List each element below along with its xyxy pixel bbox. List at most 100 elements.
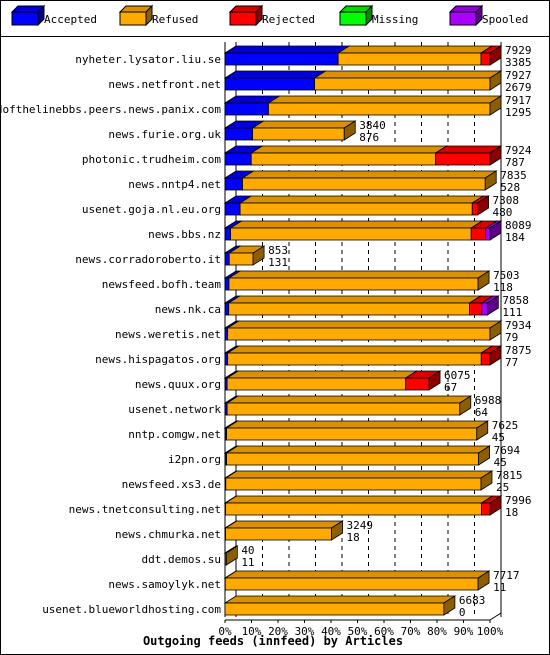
bar-side-rejected — [489, 345, 502, 366]
accepted-label: 79 — [505, 331, 518, 344]
bar-segment-refused — [224, 602, 445, 616]
bar-top-refused — [223, 595, 457, 604]
accepted-label: 18 — [347, 531, 360, 544]
bar-segment-refused — [242, 177, 486, 191]
bar-side-refused — [480, 470, 493, 491]
category-label: news.netfront.net — [108, 78, 221, 91]
legend-swatch-side-missing — [365, 4, 373, 27]
accepted-label: 25 — [496, 481, 509, 494]
bar-segment-accepted — [224, 227, 231, 241]
bar-segment-refused — [314, 77, 491, 91]
accepted-label: 528 — [500, 181, 520, 194]
bar-segment-refused — [227, 352, 482, 366]
category-label: endofthelinebbs.peers.news.panix.com — [0, 103, 221, 116]
x-tick-label: 30% — [295, 625, 315, 638]
bar-top-refused — [229, 220, 484, 229]
bar-top-refused — [225, 445, 491, 454]
bar-segment-refused — [225, 502, 482, 516]
total-label: 7929 — [505, 44, 532, 57]
bar-side-rejected — [477, 195, 489, 216]
x-tick-label: 70% — [401, 625, 421, 638]
x-tick-label: 60% — [374, 625, 394, 638]
category-label: news.weretis.net — [115, 328, 221, 341]
accepted-label: 184 — [505, 231, 525, 244]
bar-segment-refused — [224, 577, 479, 591]
accepted-label: 876 — [359, 131, 379, 144]
bar-side-refused — [484, 170, 497, 191]
bar-top-refused — [227, 270, 491, 279]
accepted-label: 111 — [502, 306, 522, 319]
category-label: news.samoylyk.net — [108, 578, 221, 591]
accepted-label: 787 — [505, 156, 525, 169]
legend-label-rejected: Rejected — [262, 13, 315, 26]
bar-top-refused — [223, 570, 491, 579]
total-label: 7308 — [493, 194, 520, 207]
category-label: news.corradoroberto.it — [75, 253, 221, 266]
total-label: 7924 — [505, 144, 532, 157]
bar-top-refused — [226, 345, 494, 354]
category-label: ddt.demos.su — [142, 553, 221, 566]
total-label: 7934 — [505, 319, 532, 332]
bar-side-refused — [478, 445, 491, 466]
total-label: 853 — [268, 244, 288, 257]
bar-side-refused — [476, 420, 489, 441]
bar-side-refused — [331, 520, 343, 541]
total-label: 6075 — [444, 369, 471, 382]
accepted-label: 2679 — [505, 81, 532, 94]
category-label: nyheter.lysator.liu.se — [75, 53, 221, 66]
bar-side-spooled — [486, 295, 499, 316]
bar-segment-accepted — [224, 127, 253, 141]
bar-side-refused — [477, 270, 490, 291]
accepted-label: 11 — [493, 581, 506, 594]
bar-segment-accepted — [224, 177, 243, 191]
legend-swatch-side-rejected — [255, 4, 263, 27]
legend: Accepted Refused Rejected Missing Spooled — [10, 4, 528, 27]
bar-top-refused — [225, 420, 490, 429]
bar-side-refused — [252, 245, 265, 266]
accepted-label: 131 — [268, 256, 288, 269]
bar-top-refused — [251, 120, 357, 129]
bar-top-refused — [241, 170, 498, 179]
category-label: news.hispagatos.org — [95, 353, 221, 366]
accepted-label: 77 — [505, 356, 518, 369]
bar-top-refused — [267, 95, 503, 104]
legend-swatch-accepted — [11, 11, 39, 26]
total-label: 7927 — [505, 69, 532, 82]
accepted-label: 118 — [493, 281, 513, 294]
bar-side-refused — [489, 95, 502, 116]
category-label: photonic.trudheim.com — [82, 153, 221, 166]
bar-segment-refused — [268, 102, 491, 116]
legend-swatch-refused — [119, 11, 147, 26]
bar-segment-accepted — [224, 102, 269, 116]
chart-title: Outgoing feeds (innfeed) by Articles — [143, 634, 403, 648]
bar-side-rejected — [489, 45, 502, 66]
bar-segment-refused — [226, 402, 461, 416]
legend-label-spooled: Spooled — [482, 13, 528, 26]
bar-segment-refused — [252, 127, 345, 141]
total-label: 7717 — [493, 569, 520, 582]
legend-swatch-rejected — [229, 11, 257, 26]
bar-top-accepted — [223, 70, 327, 79]
legend-label-accepted: Accepted — [44, 13, 97, 26]
total-label: 6988 — [475, 394, 502, 407]
bar-segment-rejected — [469, 302, 483, 316]
category-label: usenet.blueworldhosting.com — [42, 603, 221, 616]
total-label: 8089 — [505, 219, 532, 232]
bar-top-refused — [226, 320, 503, 329]
legend-swatch-spooled — [449, 11, 477, 26]
bar-side-refused — [459, 395, 472, 416]
category-label: i2pn.org — [168, 453, 221, 466]
bar-segment-refused — [239, 202, 473, 216]
total-label: 7875 — [505, 344, 532, 357]
x-tick-label: 90% — [454, 625, 474, 638]
category-label: usenet.network — [128, 403, 221, 416]
bar-side-refused — [489, 320, 502, 341]
bar-segment-refused — [225, 477, 482, 491]
total-label: 7694 — [494, 444, 521, 457]
x-axis: 0% 10% 20% 30% 40% 50% 60% 70% 80% 90% 100% — [218, 612, 504, 638]
bar-side-refused — [489, 70, 502, 91]
category-label: news.quux.org — [135, 378, 221, 391]
bar-segment-rejected — [470, 227, 487, 241]
x-tick-label: 100% — [477, 625, 504, 638]
bar-segment-spooled — [481, 302, 488, 316]
